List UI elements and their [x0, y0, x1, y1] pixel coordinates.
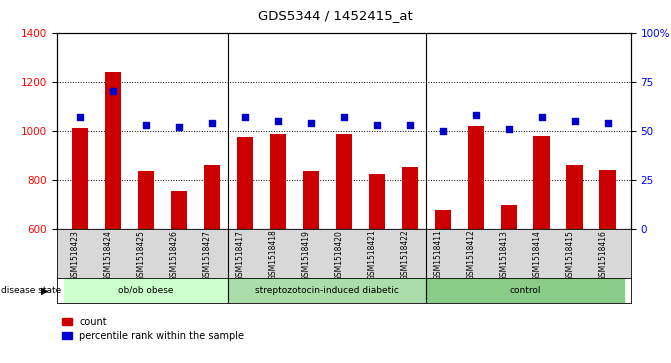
Text: GSM1518413: GSM1518413: [500, 230, 509, 281]
Bar: [270, 134, 287, 229]
Bar: [72, 128, 89, 229]
Point: [141, 122, 152, 128]
Point: [74, 114, 85, 120]
Bar: [336, 134, 352, 229]
Text: GSM1518423: GSM1518423: [71, 230, 80, 281]
Text: GSM1518426: GSM1518426: [170, 230, 179, 281]
Bar: [426, 278, 624, 303]
Text: GSM1518412: GSM1518412: [467, 230, 476, 281]
Point: [240, 114, 250, 120]
Bar: [105, 72, 121, 229]
Text: GSM1518422: GSM1518422: [401, 230, 410, 281]
Text: GSM1518425: GSM1518425: [137, 230, 146, 281]
Bar: [171, 191, 187, 229]
Text: GSM1518420: GSM1518420: [335, 230, 344, 281]
Text: GSM1518414: GSM1518414: [533, 230, 541, 281]
Text: GSM1518421: GSM1518421: [368, 230, 377, 281]
Text: GSM1518427: GSM1518427: [203, 230, 212, 281]
Point: [272, 118, 283, 124]
Bar: [368, 174, 385, 229]
Bar: [401, 167, 418, 229]
Text: GDS5344 / 1452415_at: GDS5344 / 1452415_at: [258, 9, 413, 22]
Point: [536, 114, 547, 120]
Bar: [501, 205, 517, 229]
Point: [569, 118, 580, 124]
Text: GSM1518419: GSM1518419: [302, 230, 311, 281]
Point: [207, 120, 217, 126]
Point: [372, 122, 382, 128]
Bar: [138, 171, 154, 229]
Bar: [303, 171, 319, 229]
Point: [603, 120, 613, 126]
Text: streptozotocin-induced diabetic: streptozotocin-induced diabetic: [256, 286, 399, 295]
Text: GSM1518417: GSM1518417: [236, 230, 245, 281]
Text: GSM1518418: GSM1518418: [269, 230, 278, 281]
Bar: [566, 165, 583, 229]
Point: [305, 120, 316, 126]
Text: ▶: ▶: [41, 285, 48, 295]
Bar: [204, 165, 220, 229]
Text: disease state: disease state: [1, 286, 62, 295]
Point: [503, 126, 514, 132]
Text: GSM1518411: GSM1518411: [434, 230, 443, 281]
Bar: [237, 137, 253, 229]
Bar: [435, 210, 451, 229]
Text: GSM1518424: GSM1518424: [104, 230, 113, 281]
Point: [339, 114, 350, 120]
Text: ob/ob obese: ob/ob obese: [118, 286, 174, 295]
Text: GSM1518416: GSM1518416: [599, 230, 608, 281]
Bar: [229, 278, 426, 303]
Bar: [468, 126, 484, 229]
Bar: [599, 170, 616, 229]
Bar: [533, 135, 550, 229]
Legend: count, percentile rank within the sample: count, percentile rank within the sample: [62, 317, 244, 341]
Point: [470, 112, 481, 118]
Bar: [64, 278, 229, 303]
Point: [405, 122, 415, 128]
Point: [437, 128, 448, 134]
Text: GSM1518415: GSM1518415: [566, 230, 574, 281]
Point: [108, 89, 119, 94]
Point: [174, 124, 185, 130]
Text: control: control: [509, 286, 541, 295]
